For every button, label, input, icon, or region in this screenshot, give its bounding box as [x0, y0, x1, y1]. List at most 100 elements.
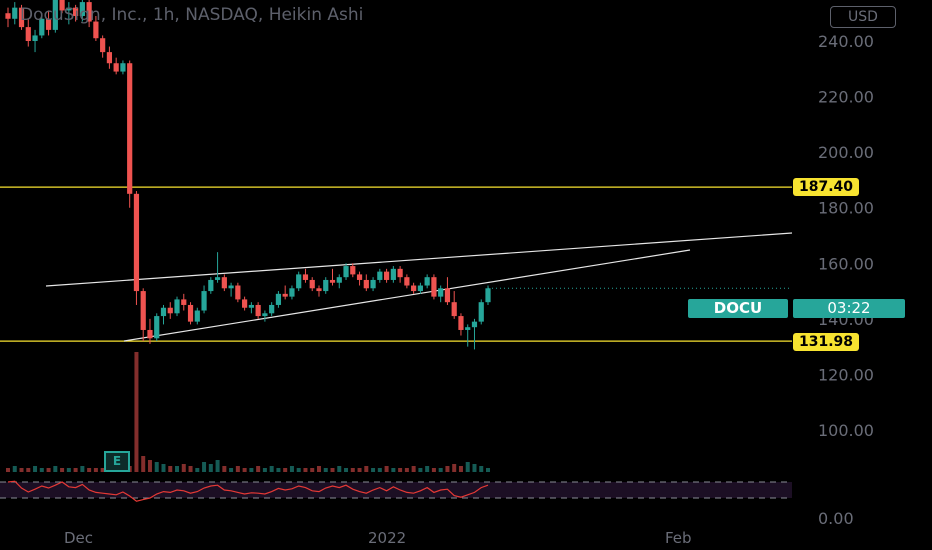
volume-bar [276, 468, 281, 472]
level-tag-lower: 131.98 [793, 333, 860, 351]
volume-bar [283, 468, 288, 472]
volume-bar [289, 466, 294, 472]
volume-bar [296, 468, 301, 472]
volume-bar [39, 468, 44, 472]
volume-bar [350, 468, 355, 472]
volume-bar [19, 468, 24, 472]
candle-body [120, 63, 126, 72]
candle-body [52, 0, 58, 30]
volume-bar [60, 468, 65, 472]
candle-body [471, 321, 478, 328]
volume-bar [337, 466, 342, 472]
candle-body [221, 277, 227, 289]
volume-bar [256, 466, 261, 472]
volume-bar [445, 466, 450, 472]
price-tick-label: 240.00 [818, 32, 874, 51]
candle-body [390, 268, 396, 280]
candle-body [478, 302, 484, 322]
candle-body [275, 293, 282, 305]
candle-body [417, 285, 423, 292]
candle-body [262, 313, 268, 317]
symbol-price-label: DOCU [688, 299, 788, 318]
candle-body [106, 52, 113, 64]
candle-body [411, 285, 417, 292]
volume-bar [175, 466, 180, 472]
volume-bar [316, 466, 321, 472]
candle-body [59, 0, 65, 11]
volume-bar [486, 468, 490, 472]
volume-bar [141, 456, 146, 472]
candle-body [160, 307, 167, 317]
candle-body [214, 277, 221, 280]
candle-body [343, 266, 349, 278]
candle-body [356, 274, 363, 280]
time-tick-label: Dec [64, 529, 93, 547]
candle-body [296, 274, 302, 289]
candle-body [269, 304, 275, 314]
candle-body [424, 277, 430, 286]
candle-body [383, 271, 390, 280]
volume-bar [303, 468, 308, 472]
price-tick-label: 120.00 [818, 365, 874, 384]
volume-bar [80, 466, 85, 472]
candle-body [187, 304, 194, 322]
volume-bar [46, 468, 51, 472]
volume-bar [438, 468, 443, 472]
volume-bar [391, 468, 396, 472]
volume-bar [53, 466, 58, 472]
candle-body [18, 7, 25, 28]
volume-bar [202, 462, 207, 472]
volume-bar [269, 466, 274, 472]
volume-bar [452, 464, 457, 472]
volume-bar [330, 468, 335, 472]
candle-body [194, 310, 200, 322]
trendline-lower [123, 249, 691, 342]
candle-body [451, 302, 457, 317]
candle-body [147, 329, 153, 339]
price-tick-label: 220.00 [818, 88, 874, 107]
volume-bar [377, 468, 382, 472]
candle-body [154, 316, 160, 339]
candle-body [100, 38, 106, 53]
volume-bar [310, 468, 315, 472]
trendlines [45, 232, 793, 342]
candle-body [235, 285, 241, 300]
volume-bar [222, 466, 227, 472]
volume-bar [465, 462, 470, 472]
candle-body [133, 193, 140, 292]
candle-body [350, 266, 356, 275]
volume-bar [87, 468, 92, 472]
volume-bar [344, 468, 349, 472]
volume-bar [168, 466, 173, 472]
candle-body [66, 7, 72, 11]
candle-body [93, 21, 99, 39]
time-axis[interactable]: Dec 2022 Feb [64, 529, 692, 547]
candle-body [5, 13, 11, 19]
candle-body [79, 2, 85, 16]
volume-bar [229, 468, 234, 472]
volume-bar [12, 466, 17, 472]
currency-button[interactable]: USD [830, 6, 896, 28]
candle-body [45, 18, 52, 30]
earnings-badge[interactable]: E [104, 451, 130, 472]
candle-body [73, 7, 79, 16]
candle-body [336, 277, 342, 283]
candle-body [248, 304, 254, 308]
volume-bar [33, 466, 38, 472]
volume-bar [472, 464, 477, 472]
price-tick-label: 100.00 [818, 421, 874, 440]
volume-bar [404, 468, 409, 472]
time-tick-label: 2022 [368, 529, 406, 547]
level-tag-upper: 187.40 [793, 178, 860, 196]
candle-body [140, 291, 146, 330]
candle-body [39, 18, 45, 36]
volume-bar [371, 468, 376, 472]
volume-bar [398, 468, 403, 472]
volume-bar [208, 464, 213, 472]
candle-body [289, 288, 295, 297]
candle-body [397, 268, 403, 278]
candle-body [208, 279, 214, 292]
candle-body [181, 299, 187, 305]
volume-bar [6, 468, 10, 472]
